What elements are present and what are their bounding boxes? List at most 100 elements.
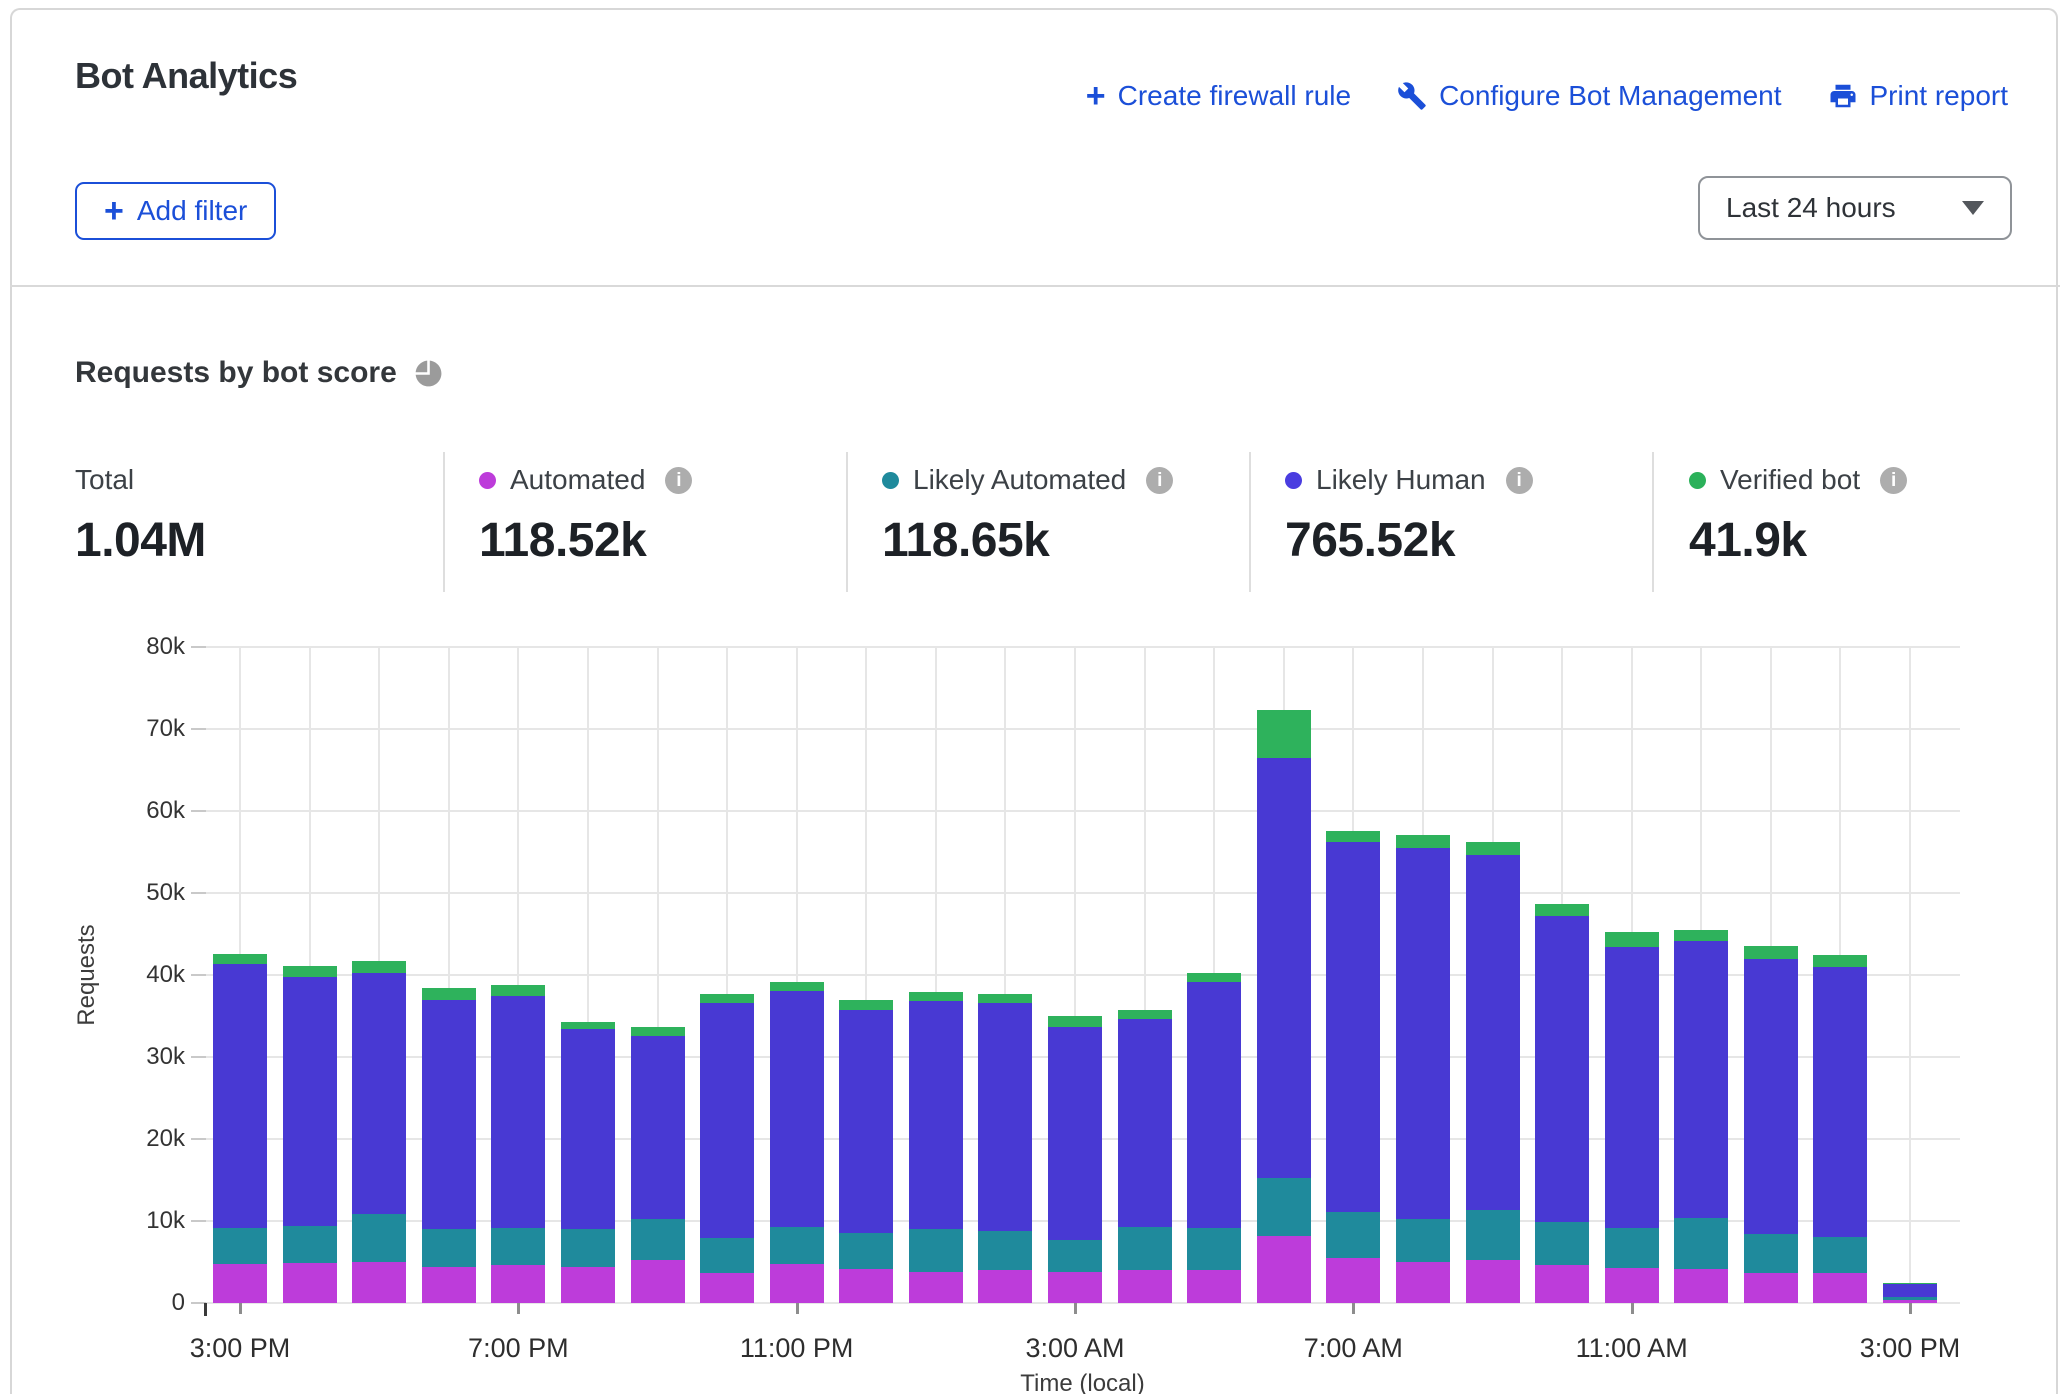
bar-10:00 PM-automated[interactable] [700, 1273, 754, 1303]
bar-1:00 PM-likely-human[interactable] [1744, 959, 1798, 1235]
bar-1:00 PM-verified-bot[interactable] [1744, 946, 1798, 958]
bar-8:00 PM-verified-bot[interactable] [561, 1022, 615, 1029]
bar-5:00 AM-likely-automated[interactable] [1187, 1228, 1241, 1271]
bar-5:00 AM-likely-human[interactable] [1187, 982, 1241, 1228]
bar-4:00 PM-likely-human[interactable] [283, 977, 337, 1225]
bar-2:00 AM-likely-human[interactable] [978, 1003, 1032, 1231]
bar-10:00 PM-likely-automated[interactable] [700, 1238, 754, 1273]
bar-11:00 AM-automated[interactable] [1605, 1268, 1659, 1303]
bar-6:00 PM-verified-bot[interactable] [422, 988, 476, 999]
bar-11:00 PM-likely-automated[interactable] [770, 1227, 824, 1264]
bar-4:00 PM-automated[interactable] [283, 1263, 337, 1303]
bar-12:00 PM-verified-bot[interactable] [1674, 930, 1728, 941]
bar-3:00 PM-likely-human[interactable] [1883, 1283, 1937, 1297]
bar-6:00 AM-likely-human[interactable] [1257, 758, 1311, 1178]
bar-1:00 AM-automated[interactable] [909, 1272, 963, 1303]
bar-2:00 AM-verified-bot[interactable] [978, 994, 1032, 1003]
bar-1:00 AM-verified-bot[interactable] [909, 992, 963, 1001]
bar-9:00 AM-likely-automated[interactable] [1466, 1210, 1520, 1260]
bar-7:00 PM-automated[interactable] [491, 1265, 545, 1303]
bar-8:00 AM-automated[interactable] [1396, 1262, 1450, 1303]
bar-3:00 AM-likely-automated[interactable] [1048, 1240, 1102, 1272]
bar-11:00 PM-likely-human[interactable] [770, 991, 824, 1226]
bar-8:00 PM-likely-automated[interactable] [561, 1229, 615, 1267]
bar-10:00 AM-likely-automated[interactable] [1535, 1222, 1589, 1265]
bar-1:00 PM-likely-automated[interactable] [1744, 1234, 1798, 1273]
bar-6:00 AM-likely-automated[interactable] [1257, 1178, 1311, 1236]
bar-11:00 PM-automated[interactable] [770, 1264, 824, 1303]
x-gridline [1909, 647, 1911, 1303]
bar-5:00 PM-automated[interactable] [352, 1262, 406, 1303]
bar-6:00 AM-verified-bot[interactable] [1257, 710, 1311, 758]
bar-12:00 PM-likely-automated[interactable] [1674, 1218, 1728, 1269]
bar-10:00 PM-verified-bot[interactable] [700, 994, 754, 1003]
bar-7:00 PM-verified-bot[interactable] [491, 985, 545, 996]
bar-5:00 PM-likely-human[interactable] [352, 973, 406, 1213]
bar-12:00 PM-automated[interactable] [1674, 1269, 1728, 1303]
bar-12:00 AM-likely-automated[interactable] [839, 1233, 893, 1269]
bar-9:00 AM-verified-bot[interactable] [1466, 842, 1520, 855]
bar-7:00 AM-automated[interactable] [1326, 1258, 1380, 1303]
bar-3:00 PM-verified-bot[interactable] [213, 954, 267, 965]
bar-2:00 AM-automated[interactable] [978, 1270, 1032, 1303]
bar-1:00 AM-likely-automated[interactable] [909, 1229, 963, 1272]
bar-8:00 AM-likely-human[interactable] [1396, 848, 1450, 1219]
bar-5:00 AM-verified-bot[interactable] [1187, 973, 1241, 982]
bar-2:00 PM-verified-bot[interactable] [1813, 955, 1867, 967]
bar-3:00 PM-likely-human[interactable] [213, 964, 267, 1227]
bar-5:00 PM-likely-automated[interactable] [352, 1214, 406, 1262]
bar-8:00 AM-verified-bot[interactable] [1396, 835, 1450, 848]
bar-6:00 AM-automated[interactable] [1257, 1236, 1311, 1303]
bar-2:00 PM-likely-automated[interactable] [1813, 1237, 1867, 1272]
bar-9:00 PM-likely-automated[interactable] [631, 1219, 685, 1261]
bar-11:00 AM-likely-automated[interactable] [1605, 1228, 1659, 1268]
bar-3:00 PM-likely-automated[interactable] [1883, 1297, 1937, 1299]
bar-8:00 PM-likely-human[interactable] [561, 1029, 615, 1229]
bar-11:00 AM-verified-bot[interactable] [1605, 932, 1659, 947]
bar-9:00 AM-likely-human[interactable] [1466, 855, 1520, 1209]
bar-2:00 PM-automated[interactable] [1813, 1273, 1867, 1303]
bar-7:00 PM-likely-automated[interactable] [491, 1228, 545, 1266]
bar-8:00 AM-likely-automated[interactable] [1396, 1219, 1450, 1262]
bar-4:00 AM-likely-automated[interactable] [1118, 1227, 1172, 1270]
bar-3:00 AM-automated[interactable] [1048, 1272, 1102, 1303]
bar-11:00 AM-likely-human[interactable] [1605, 947, 1659, 1227]
bar-3:00 AM-verified-bot[interactable] [1048, 1016, 1102, 1027]
bar-3:00 PM-likely-automated[interactable] [213, 1228, 267, 1265]
bar-4:00 AM-verified-bot[interactable] [1118, 1010, 1172, 1019]
bar-4:00 AM-likely-human[interactable] [1118, 1019, 1172, 1226]
bar-9:00 PM-automated[interactable] [631, 1260, 685, 1303]
bar-10:00 AM-verified-bot[interactable] [1535, 904, 1589, 915]
bar-9:00 PM-likely-human[interactable] [631, 1036, 685, 1219]
bar-2:00 PM-likely-human[interactable] [1813, 967, 1867, 1238]
bar-7:00 PM-likely-human[interactable] [491, 996, 545, 1227]
bar-3:00 AM-likely-human[interactable] [1048, 1027, 1102, 1240]
bar-8:00 PM-automated[interactable] [561, 1267, 615, 1303]
bar-10:00 AM-automated[interactable] [1535, 1265, 1589, 1303]
bar-5:00 PM-verified-bot[interactable] [352, 961, 406, 973]
bar-3:00 PM-verified-bot[interactable] [1883, 1283, 1937, 1285]
bar-2:00 AM-likely-automated[interactable] [978, 1231, 1032, 1270]
bar-12:00 PM-likely-human[interactable] [1674, 941, 1728, 1217]
bar-1:00 AM-likely-human[interactable] [909, 1001, 963, 1229]
bar-7:00 AM-likely-human[interactable] [1326, 842, 1380, 1212]
bar-1:00 PM-automated[interactable] [1744, 1273, 1798, 1303]
bar-6:00 PM-likely-automated[interactable] [422, 1229, 476, 1267]
bar-4:00 PM-verified-bot[interactable] [283, 966, 337, 977]
bar-4:00 PM-likely-automated[interactable] [283, 1226, 337, 1263]
bar-11:00 PM-verified-bot[interactable] [770, 982, 824, 991]
bar-6:00 PM-automated[interactable] [422, 1267, 476, 1303]
bar-9:00 AM-automated[interactable] [1466, 1260, 1520, 1303]
bar-7:00 AM-likely-automated[interactable] [1326, 1212, 1380, 1258]
bar-4:00 AM-automated[interactable] [1118, 1270, 1172, 1303]
bar-10:00 PM-likely-human[interactable] [700, 1003, 754, 1238]
bar-9:00 PM-verified-bot[interactable] [631, 1027, 685, 1035]
bar-12:00 AM-automated[interactable] [839, 1269, 893, 1303]
bar-3:00 PM-automated[interactable] [213, 1264, 267, 1303]
bar-12:00 AM-verified-bot[interactable] [839, 1000, 893, 1010]
bar-12:00 AM-likely-human[interactable] [839, 1010, 893, 1233]
bar-6:00 PM-likely-human[interactable] [422, 1000, 476, 1230]
bar-10:00 AM-likely-human[interactable] [1535, 916, 1589, 1222]
bar-5:00 AM-automated[interactable] [1187, 1270, 1241, 1303]
bar-7:00 AM-verified-bot[interactable] [1326, 831, 1380, 842]
